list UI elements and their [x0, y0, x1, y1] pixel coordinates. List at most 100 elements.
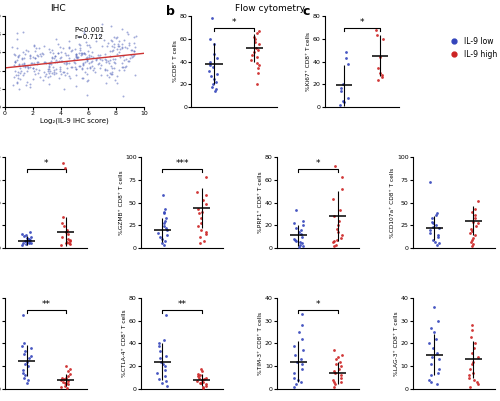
Point	[50, 69, 58, 75]
Point	[110, 44, 118, 51]
Point	[14, 53, 22, 60]
Point	[13, 79, 21, 86]
Point	[332, 241, 340, 248]
Point	[334, 222, 342, 229]
Point	[130, 52, 138, 58]
Point	[161, 373, 169, 380]
Point	[294, 358, 302, 365]
Point	[40, 59, 48, 65]
Point	[24, 64, 32, 71]
Point	[11, 59, 19, 65]
Point	[192, 378, 200, 384]
Point	[64, 52, 72, 59]
Point	[376, 70, 384, 76]
Point	[26, 52, 34, 58]
Point	[254, 70, 262, 76]
Point	[22, 51, 30, 57]
Point	[44, 68, 52, 74]
Point	[432, 222, 440, 229]
Point	[26, 55, 34, 62]
Point	[251, 39, 259, 45]
Point	[156, 348, 164, 354]
Point	[126, 42, 134, 49]
Point	[92, 57, 100, 64]
Point	[112, 51, 120, 57]
Point	[162, 353, 170, 359]
Point	[31, 71, 39, 77]
Point	[132, 72, 140, 78]
Point	[27, 60, 35, 67]
Point	[21, 348, 29, 354]
Point	[54, 58, 62, 65]
Point	[48, 53, 56, 60]
Point	[132, 33, 140, 39]
Point	[12, 45, 20, 51]
Point	[57, 58, 65, 65]
Point	[50, 71, 58, 77]
Point	[160, 209, 168, 215]
Point	[64, 239, 72, 245]
Point	[428, 215, 436, 221]
Point	[468, 322, 475, 328]
Point	[427, 324, 435, 331]
Point	[16, 65, 24, 72]
Point	[100, 37, 108, 43]
Point	[10, 73, 18, 80]
Point	[98, 72, 106, 79]
Point	[72, 66, 80, 72]
Point	[88, 63, 96, 69]
Point	[158, 361, 166, 367]
Point	[197, 219, 205, 226]
Point	[40, 73, 48, 79]
Point	[18, 242, 25, 249]
Point	[202, 192, 209, 198]
Point	[62, 375, 70, 381]
Point	[298, 240, 306, 247]
Point	[62, 227, 70, 233]
Point	[196, 234, 203, 240]
Point	[88, 54, 96, 61]
Point	[22, 241, 30, 247]
Point	[15, 61, 23, 68]
Point	[162, 237, 170, 244]
Point	[108, 71, 116, 77]
Point	[154, 370, 162, 376]
Point	[27, 345, 35, 351]
Point	[20, 60, 28, 66]
Point	[19, 49, 27, 55]
Point	[23, 79, 31, 85]
Point	[474, 220, 482, 227]
Point	[253, 59, 261, 66]
Point	[252, 30, 260, 36]
Point	[26, 229, 34, 235]
Point	[60, 223, 68, 229]
Point	[466, 226, 474, 232]
Point	[20, 375, 28, 381]
Point	[24, 65, 32, 72]
Point	[434, 232, 442, 239]
Point	[330, 347, 338, 354]
Point	[81, 51, 89, 57]
Point	[92, 55, 100, 62]
Point	[46, 49, 54, 55]
Point	[198, 365, 205, 372]
Point	[468, 327, 476, 333]
Point	[468, 370, 476, 376]
Point	[156, 234, 164, 240]
Point	[28, 76, 36, 82]
Point	[44, 65, 52, 72]
Point	[19, 312, 27, 318]
Point	[26, 237, 34, 243]
Point	[431, 239, 439, 245]
Point	[120, 37, 128, 43]
Point	[112, 34, 120, 40]
Point	[329, 196, 337, 202]
Point	[11, 58, 19, 64]
Point	[57, 242, 65, 249]
Point	[432, 212, 440, 219]
Point	[112, 35, 120, 41]
Point	[24, 363, 32, 369]
Point	[64, 381, 72, 388]
Point	[194, 371, 202, 377]
Point	[88, 49, 96, 55]
